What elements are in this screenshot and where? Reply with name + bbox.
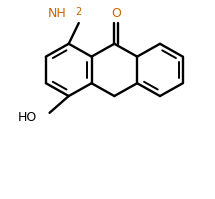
Text: 2: 2 <box>75 7 81 17</box>
Text: O: O <box>111 7 121 20</box>
Text: NH: NH <box>48 7 67 20</box>
Text: HO: HO <box>17 111 37 124</box>
